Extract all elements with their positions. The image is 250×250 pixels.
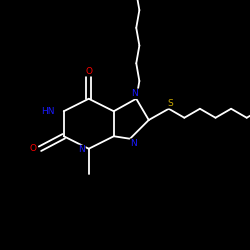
Text: O: O (29, 144, 36, 153)
Text: HN: HN (42, 107, 55, 116)
Text: O: O (85, 67, 92, 76)
Text: N: N (132, 89, 138, 98)
Text: N: N (78, 146, 85, 154)
Text: S: S (167, 99, 173, 108)
Text: N: N (130, 139, 137, 148)
